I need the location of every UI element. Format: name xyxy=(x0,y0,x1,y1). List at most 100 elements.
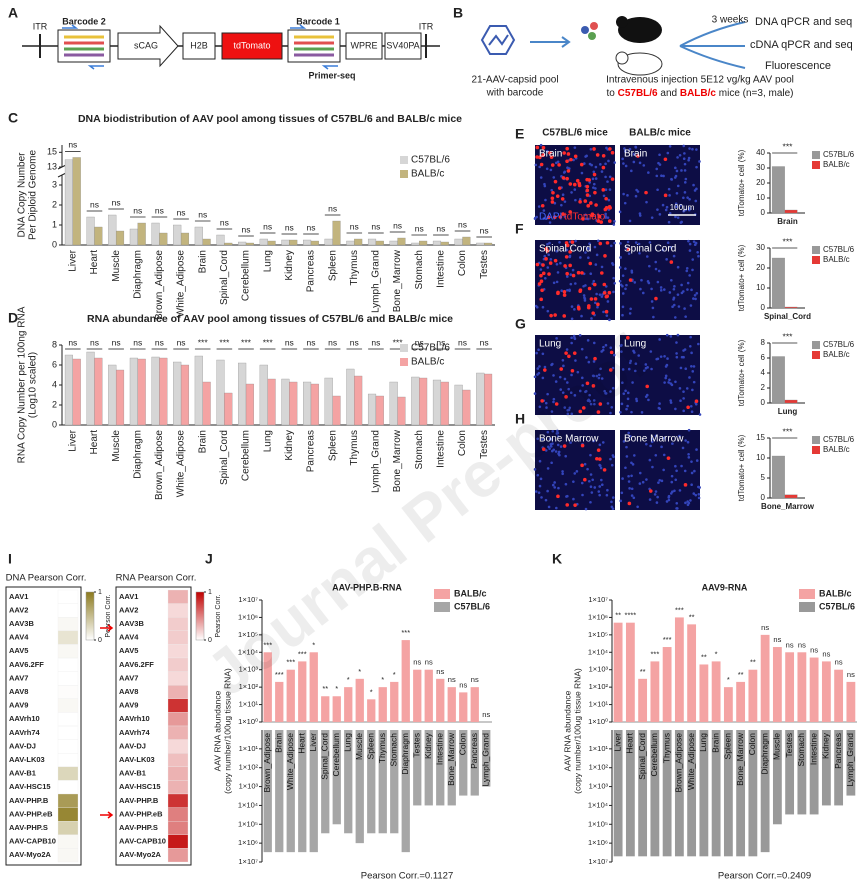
legend-swatch xyxy=(799,602,815,612)
nucleus xyxy=(570,336,573,340)
y-tick-label: 1 xyxy=(52,219,57,229)
nucleus xyxy=(626,391,630,395)
x-tick-label: Heart xyxy=(89,250,100,275)
y-tick-label: 1×10¹ xyxy=(589,700,609,709)
nucleus xyxy=(546,467,550,470)
tdtomato-cell xyxy=(694,399,699,404)
nucleus xyxy=(674,205,678,209)
legend-label: BALB/c xyxy=(823,350,850,359)
nucleus xyxy=(682,144,686,148)
x-tick-label: Spinal_Cord xyxy=(764,312,811,321)
nucleus xyxy=(621,313,624,317)
heatmap-cell xyxy=(57,739,79,754)
nucleus xyxy=(555,337,558,340)
tdtomato-cell xyxy=(578,288,583,293)
tdtomato-cell xyxy=(553,179,558,184)
nucleus xyxy=(638,471,642,475)
pool-label: with barcode xyxy=(486,88,544,99)
nucleus xyxy=(539,477,543,481)
bar xyxy=(216,234,225,246)
legend-label: BALB/c xyxy=(823,160,850,169)
nucleus xyxy=(638,251,641,255)
tdtomato-cell xyxy=(560,197,565,201)
nucleus xyxy=(601,441,605,444)
nucleus xyxy=(690,288,693,292)
nucleus xyxy=(662,453,666,457)
nucleus xyxy=(678,489,682,492)
significance: ns xyxy=(112,197,121,207)
nucleus xyxy=(539,143,543,147)
nucleus xyxy=(690,460,693,463)
panel-letter: B xyxy=(453,5,463,21)
nucleus xyxy=(592,182,596,186)
tdtomato-cell xyxy=(626,335,630,340)
micrograph xyxy=(535,430,615,510)
nucleus xyxy=(630,271,634,274)
nucleus xyxy=(678,434,681,438)
image-label: Spinal Cord xyxy=(624,244,676,255)
tdtomato-cell xyxy=(572,182,577,187)
tdtomato-cell xyxy=(581,406,586,410)
significance: ns xyxy=(810,646,818,655)
nucleus xyxy=(698,160,701,163)
x-tick-label: Intestine xyxy=(808,733,818,765)
nucleus xyxy=(688,242,692,246)
bar xyxy=(760,730,770,853)
nucleus xyxy=(564,482,568,486)
tdtomato-cell xyxy=(567,354,571,359)
x-tick-label: Diaphragm xyxy=(132,250,143,299)
pool-label: 21-AAV-capsid pool xyxy=(471,75,558,86)
bar xyxy=(224,242,233,246)
nucleus xyxy=(639,287,642,291)
nucleus xyxy=(536,473,540,477)
gene-box xyxy=(182,32,216,60)
tdtomato-cell xyxy=(573,503,577,507)
x-tick-label: Intestine xyxy=(436,250,447,288)
tdtomato-cell xyxy=(585,184,590,189)
heatmap-title: RNA Pearson Corr. xyxy=(116,573,197,584)
nucleus xyxy=(686,281,690,285)
nucleus xyxy=(555,249,559,253)
y-tick-label: 1×10³ xyxy=(589,665,609,674)
nucleus xyxy=(662,468,665,472)
bar xyxy=(650,661,660,722)
y-tick-label: 1×10⁵ xyxy=(238,819,258,828)
heatmap-cell xyxy=(57,617,79,631)
nucleus xyxy=(635,397,638,401)
nucleus xyxy=(560,289,563,293)
nucleus xyxy=(547,253,550,257)
nucleus xyxy=(669,401,673,404)
row-label: AAV-CAPB10 xyxy=(9,837,56,846)
vector-icons xyxy=(581,22,598,40)
tdtomato-cell xyxy=(602,282,607,287)
legend-label: C57BL/6 xyxy=(819,601,855,611)
tdtomato-cell xyxy=(644,190,648,195)
significance: ** xyxy=(322,684,328,693)
nucleus xyxy=(658,213,662,216)
row-label: AAV-Myo2A xyxy=(9,850,52,859)
row-label: AAV9 xyxy=(119,701,138,710)
nucleus xyxy=(560,203,563,207)
significance: ns xyxy=(177,207,186,217)
heatmap-cell xyxy=(57,630,79,645)
bar xyxy=(115,369,125,426)
nucleus xyxy=(592,186,595,189)
x-tick-label: Cerebellum xyxy=(241,430,252,481)
row-label: AAV-HSC15 xyxy=(9,782,51,791)
nucleus xyxy=(588,162,592,166)
tdtomato-cell xyxy=(541,145,546,150)
nucleus xyxy=(662,174,665,178)
chart-title: DNA biodistribution of AAV pool among ti… xyxy=(78,113,462,125)
nucleus xyxy=(648,458,652,462)
image-label: Brain xyxy=(624,149,647,160)
tdtomato-cell xyxy=(585,188,590,193)
x-tick-label: Thymus xyxy=(349,430,360,466)
tdtomato-cell xyxy=(588,261,593,266)
nucleus xyxy=(642,369,646,372)
tdtomato-cell xyxy=(669,260,674,264)
significance: ns xyxy=(471,675,479,684)
nucleus xyxy=(578,198,582,201)
nucleus xyxy=(673,285,676,288)
nucleus xyxy=(602,194,606,198)
nucleus xyxy=(634,369,637,373)
